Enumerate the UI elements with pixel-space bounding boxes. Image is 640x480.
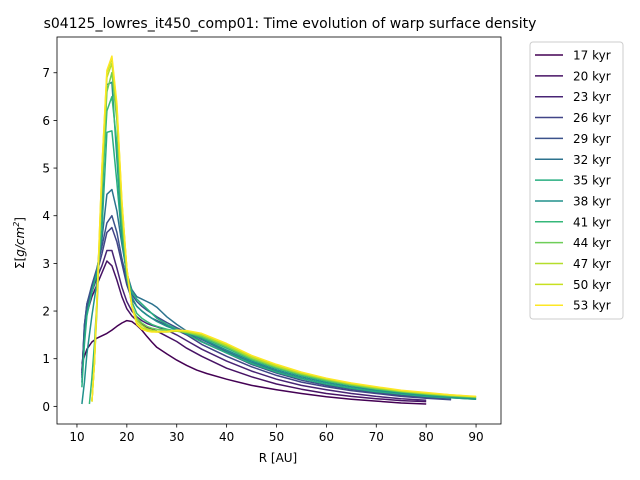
legend-label: 23 kyr <box>573 90 611 104</box>
series-lines <box>81 55 477 405</box>
legend-label: 53 kyr <box>573 299 611 313</box>
x-tick-label: 10 <box>69 430 84 444</box>
x-tick-label: 70 <box>369 430 384 444</box>
plot-area <box>81 55 477 405</box>
series-line-7 <box>81 81 477 405</box>
legend-label: 41 kyr <box>573 215 611 229</box>
x-axis-label: R [AU] <box>259 451 298 465</box>
series-line-6 <box>81 130 477 400</box>
y-tick-label: 7 <box>42 66 50 80</box>
series-line-9 <box>91 71 477 402</box>
y-tick-label: 6 <box>42 114 50 128</box>
y-tick-label: 3 <box>42 257 50 271</box>
series-line-10 <box>91 62 477 402</box>
y-tick-label: 2 <box>42 305 50 319</box>
x-tick-label: 30 <box>169 430 184 444</box>
legend-label: 26 kyr <box>573 111 611 125</box>
legend-label: 32 kyr <box>573 153 611 167</box>
legend-label: 20 kyr <box>573 69 611 83</box>
x-tick-label: 80 <box>419 430 434 444</box>
legend-label: 38 kyr <box>573 194 611 208</box>
y-tick-label: 4 <box>42 209 50 223</box>
series-line-2 <box>81 249 427 401</box>
chart-title: s04125_lowres_it450_comp01: Time evoluti… <box>44 16 537 32</box>
legend-label: 35 kyr <box>573 174 611 188</box>
y-tick-label: 5 <box>42 162 50 176</box>
series-line-8 <box>88 95 477 405</box>
series-line-0 <box>81 319 427 405</box>
x-tick-label: 60 <box>319 430 334 444</box>
x-tick-label: 90 <box>468 430 483 444</box>
axes: 10 20 30 40 50 60 70 80 90 0 1 2 3 4 5 6 7 <box>42 36 502 444</box>
series-line-11 <box>91 57 477 402</box>
series-line-12 <box>91 55 477 402</box>
series-line-1 <box>81 260 427 403</box>
legend-label: 47 kyr <box>573 257 611 271</box>
x-tick-label: 20 <box>119 430 134 444</box>
legend-label: 50 kyr <box>573 278 611 292</box>
y-tick-label: 1 <box>42 352 50 366</box>
legend-frame <box>529 41 624 320</box>
x-tick-label: 50 <box>269 430 284 444</box>
y-tick-label: 0 <box>42 400 50 414</box>
legend-label: 17 kyr <box>573 49 611 63</box>
legend: 17 kyr 20 kyr 23 kyr 26 kyr 29 kyr 32 kyr 35 k… <box>529 41 624 320</box>
x-tick-label: 40 <box>219 430 234 444</box>
legend-label: 29 kyr <box>573 132 611 146</box>
axes-frame <box>56 36 502 425</box>
legend-label: 44 kyr <box>573 236 611 250</box>
y-axis-label: Σ[g/cm2] <box>12 217 27 269</box>
